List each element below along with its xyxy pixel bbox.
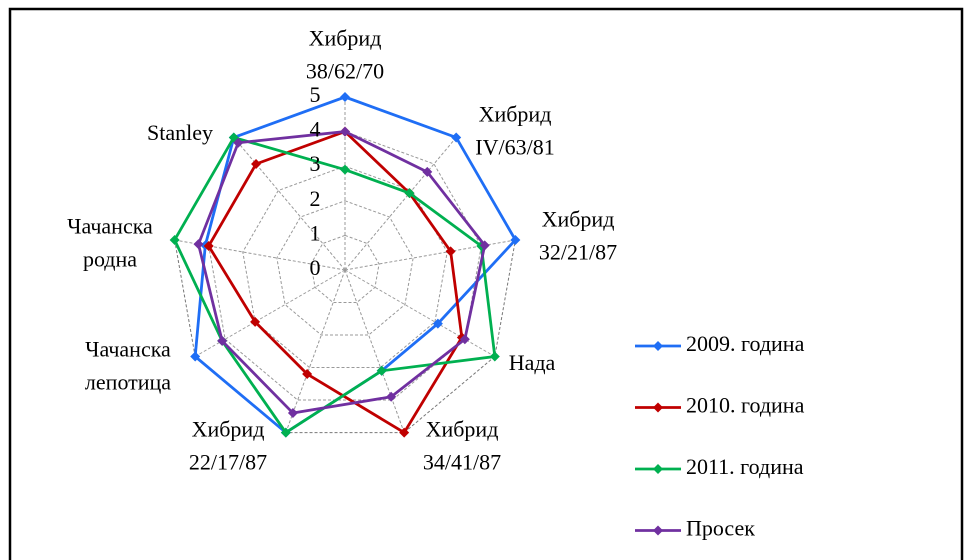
marker: [445, 246, 456, 257]
r-tick-label: 2: [310, 186, 321, 211]
legend-label: 2010. година: [686, 393, 805, 418]
category-label-line: Хибрид: [309, 26, 382, 51]
marker: [340, 92, 350, 102]
r-tick-label: 5: [310, 82, 321, 107]
marker: [251, 158, 262, 169]
legend-marker: [653, 402, 663, 413]
marker: [479, 240, 490, 251]
category-label: Stanley: [147, 120, 213, 145]
marker: [280, 427, 291, 438]
category-label-line: Stanley: [147, 120, 213, 145]
category-label-line: 34/41/87: [423, 450, 501, 475]
marker: [302, 369, 313, 380]
marker: [432, 318, 443, 329]
spoke: [233, 137, 346, 271]
marker: [287, 408, 298, 419]
marker: [376, 365, 387, 376]
category-label: Чачанска родна: [67, 214, 153, 272]
marker: [340, 164, 350, 175]
spoke: [344, 239, 516, 271]
legend-marker: [653, 525, 663, 536]
spoke: [285, 269, 346, 433]
category-label-line: Хибрид: [426, 417, 499, 442]
series-line: [173, 135, 497, 435]
series-line: [197, 130, 487, 415]
category-label-line: IV/63/81: [475, 135, 554, 160]
marker: [217, 335, 228, 346]
marker: [233, 137, 244, 148]
category-label-line: родна: [83, 247, 137, 272]
r-tick-label: 1: [310, 220, 321, 245]
marker: [459, 334, 470, 345]
marker: [510, 234, 521, 245]
category-label-line: Хибрид: [542, 207, 615, 232]
category-label-line: 32/21/87: [539, 240, 617, 265]
legend-label: 2011. година: [686, 454, 804, 479]
marker: [399, 427, 410, 438]
category-label: Хибрид 22/17/87: [189, 417, 267, 475]
marker: [190, 351, 201, 362]
r-tick-label: 4: [310, 117, 321, 142]
marker: [404, 188, 415, 199]
marker: [250, 316, 261, 327]
spoke: [174, 239, 346, 271]
category-label: Хибрид 38/62/70: [306, 26, 384, 84]
series-line: [193, 95, 518, 435]
category-label-line: Нада: [509, 350, 556, 375]
frame: [8, 7, 964, 560]
marker: [451, 132, 462, 143]
category-label: Хибрид IV/63/81: [475, 102, 554, 160]
category-label-line: Хибрид: [192, 417, 265, 442]
spoke: [344, 137, 457, 271]
marker: [340, 126, 350, 137]
category-label-line: Хибрид: [479, 102, 552, 127]
marker: [169, 234, 180, 245]
r-tick-label: 0: [310, 255, 321, 280]
marker: [203, 240, 214, 251]
marker: [193, 239, 204, 250]
legend-marker: [653, 464, 663, 474]
category-label: Хибрид 32/21/87: [539, 207, 617, 265]
spoke: [344, 269, 496, 357]
category-label-line: Чачанска: [85, 337, 171, 362]
marker: [489, 351, 500, 362]
grid-ring: [310, 234, 380, 304]
legend-label: Просек: [686, 516, 755, 541]
spoke: [344, 269, 405, 433]
legend-label: 2009. година: [686, 331, 805, 356]
r-tick-label: 3: [310, 151, 321, 176]
grid-ring: [242, 165, 448, 369]
grid-ring: [276, 200, 414, 336]
category-label-line: 38/62/70: [306, 59, 384, 84]
category-label: Хибрид 34/41/87: [423, 417, 501, 475]
legend-marker: [653, 341, 663, 351]
category-label-line: 22/17/87: [189, 450, 267, 475]
category-label: Нада: [509, 350, 556, 375]
category-label-line: лепотица: [85, 370, 171, 395]
category-label-line: Чачанска: [67, 214, 153, 239]
marker: [386, 391, 397, 402]
category-label: Чачанска лепотица: [85, 337, 171, 395]
marker: [422, 166, 433, 177]
spoke: [194, 269, 346, 357]
